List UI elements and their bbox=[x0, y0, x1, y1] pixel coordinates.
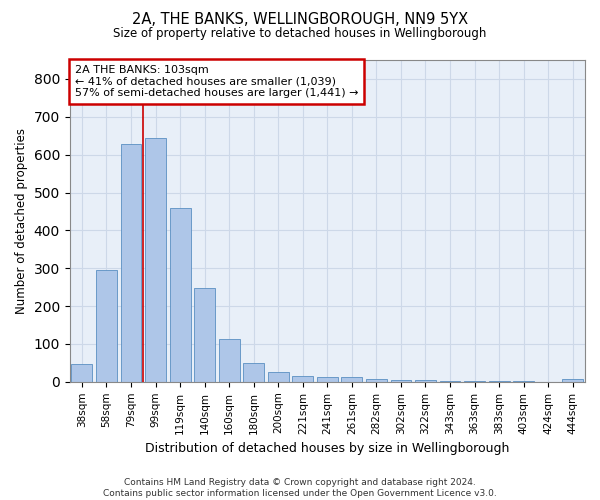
Bar bbox=[121, 144, 142, 382]
Bar bbox=[96, 270, 117, 382]
Bar bbox=[243, 363, 264, 382]
Bar bbox=[268, 372, 289, 382]
Y-axis label: Number of detached properties: Number of detached properties bbox=[15, 128, 28, 314]
X-axis label: Distribution of detached houses by size in Wellingborough: Distribution of detached houses by size … bbox=[145, 442, 509, 455]
Bar bbox=[292, 376, 313, 382]
Bar bbox=[464, 381, 485, 382]
Bar bbox=[219, 340, 239, 382]
Bar bbox=[317, 377, 338, 382]
Text: Size of property relative to detached houses in Wellingborough: Size of property relative to detached ho… bbox=[113, 28, 487, 40]
Bar bbox=[170, 208, 191, 382]
Bar bbox=[366, 379, 387, 382]
Text: 2A THE BANKS: 103sqm
← 41% of detached houses are smaller (1,039)
57% of semi-de: 2A THE BANKS: 103sqm ← 41% of detached h… bbox=[75, 65, 358, 98]
Text: 2A, THE BANKS, WELLINGBOROUGH, NN9 5YX: 2A, THE BANKS, WELLINGBOROUGH, NN9 5YX bbox=[132, 12, 468, 28]
Bar bbox=[341, 377, 362, 382]
Bar bbox=[391, 380, 412, 382]
Bar bbox=[415, 380, 436, 382]
Bar bbox=[440, 380, 460, 382]
Text: Contains HM Land Registry data © Crown copyright and database right 2024.
Contai: Contains HM Land Registry data © Crown c… bbox=[103, 478, 497, 498]
Bar bbox=[145, 138, 166, 382]
Bar bbox=[562, 379, 583, 382]
Bar bbox=[194, 288, 215, 382]
Bar bbox=[71, 364, 92, 382]
